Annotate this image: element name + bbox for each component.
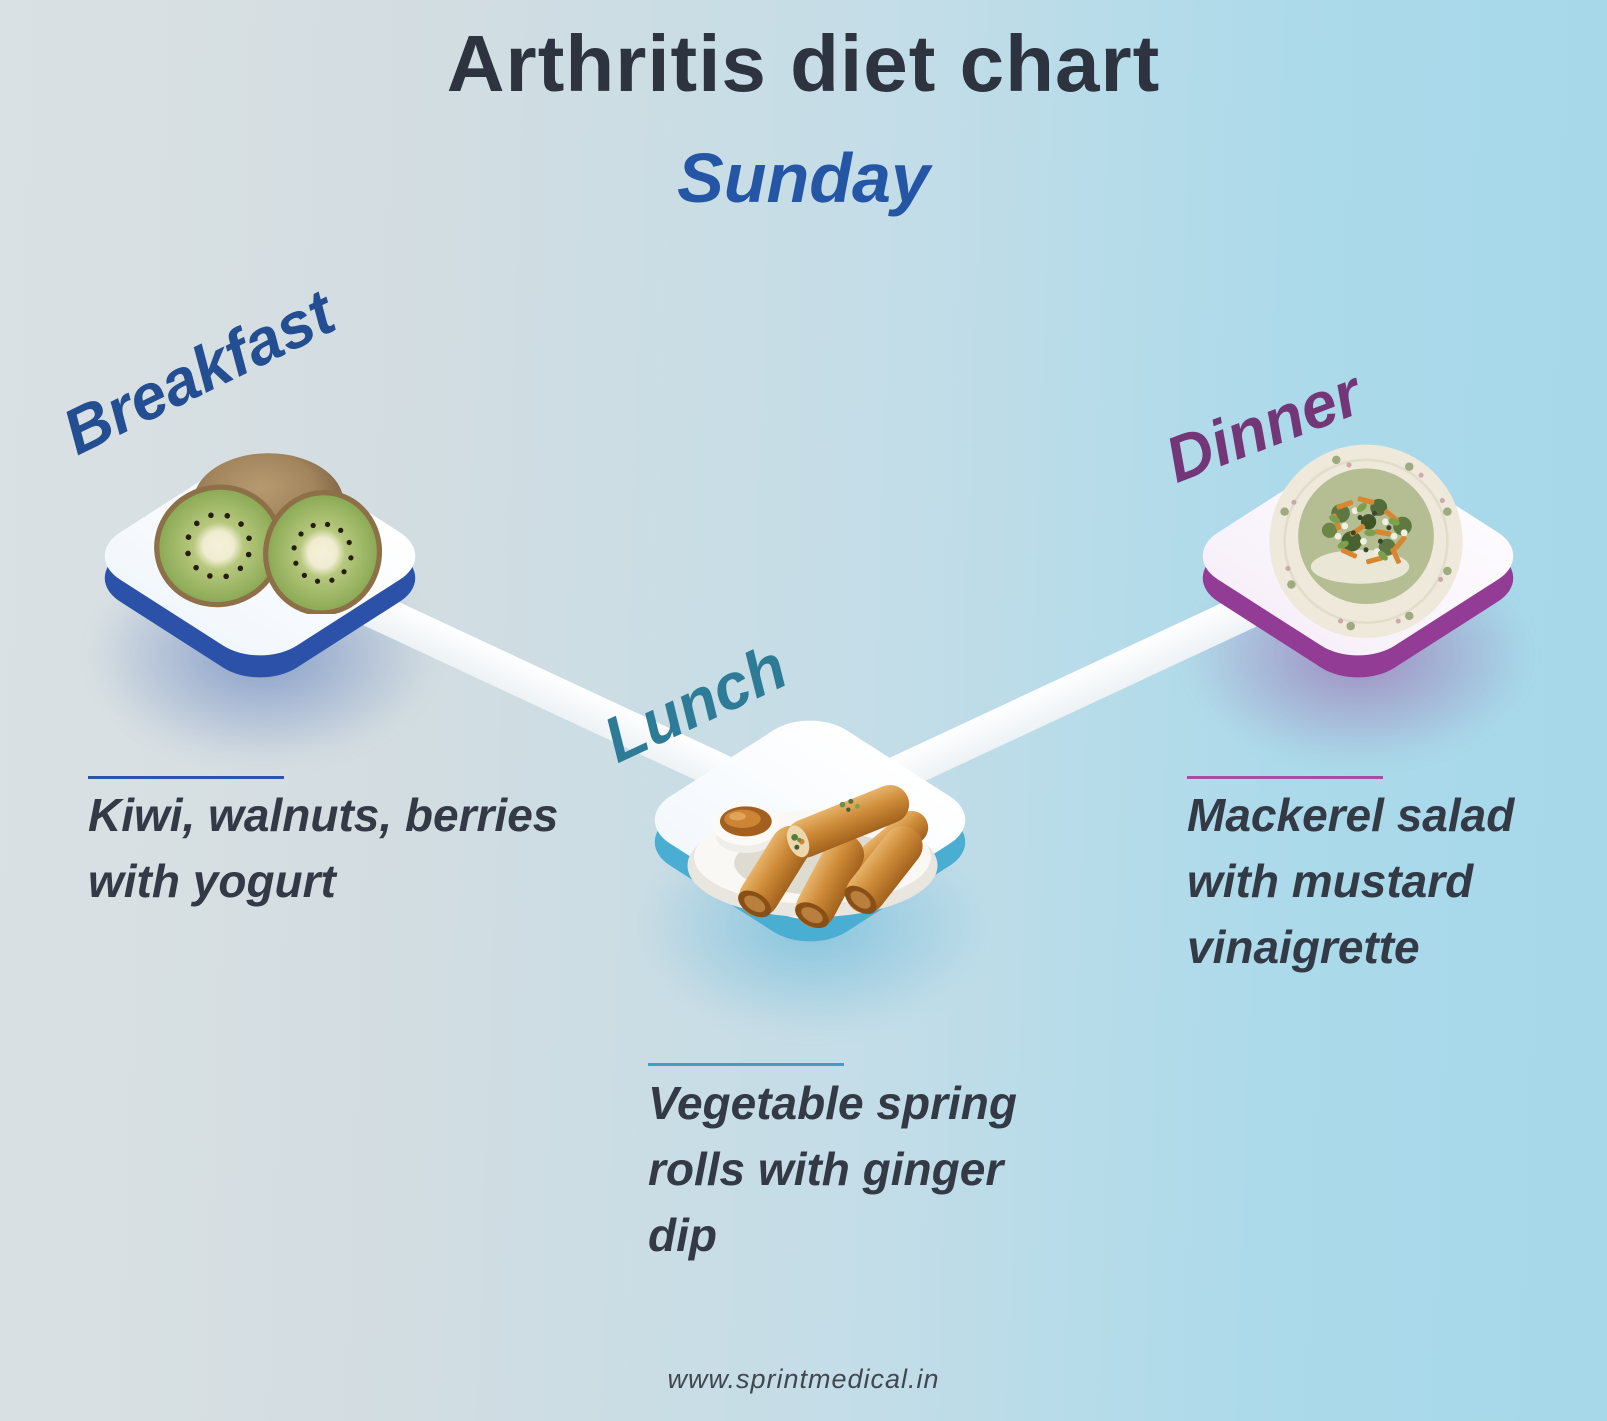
spring-rolls-image	[687, 784, 938, 928]
dinner-description: Mackerel salad with mustard vinaigrette	[1187, 789, 1515, 973]
lunch-divider	[648, 1063, 844, 1066]
website-footer: www.sprintmedical.in	[667, 1364, 940, 1394]
page-title: Arthritis diet chart	[446, 19, 1161, 108]
lunch-description: Vegetable spring rolls with ginger dip	[648, 1077, 1017, 1261]
kiwi-image	[154, 453, 383, 614]
dinner-divider	[1187, 776, 1383, 779]
breakfast-label: Breakfast	[51, 275, 346, 469]
breakfast-divider	[88, 776, 284, 779]
breakfast-description: Kiwi, walnuts, berries with yogurt	[88, 789, 559, 907]
mackerel-salad-image	[1269, 444, 1463, 638]
day-subtitle: Sunday	[677, 139, 930, 217]
